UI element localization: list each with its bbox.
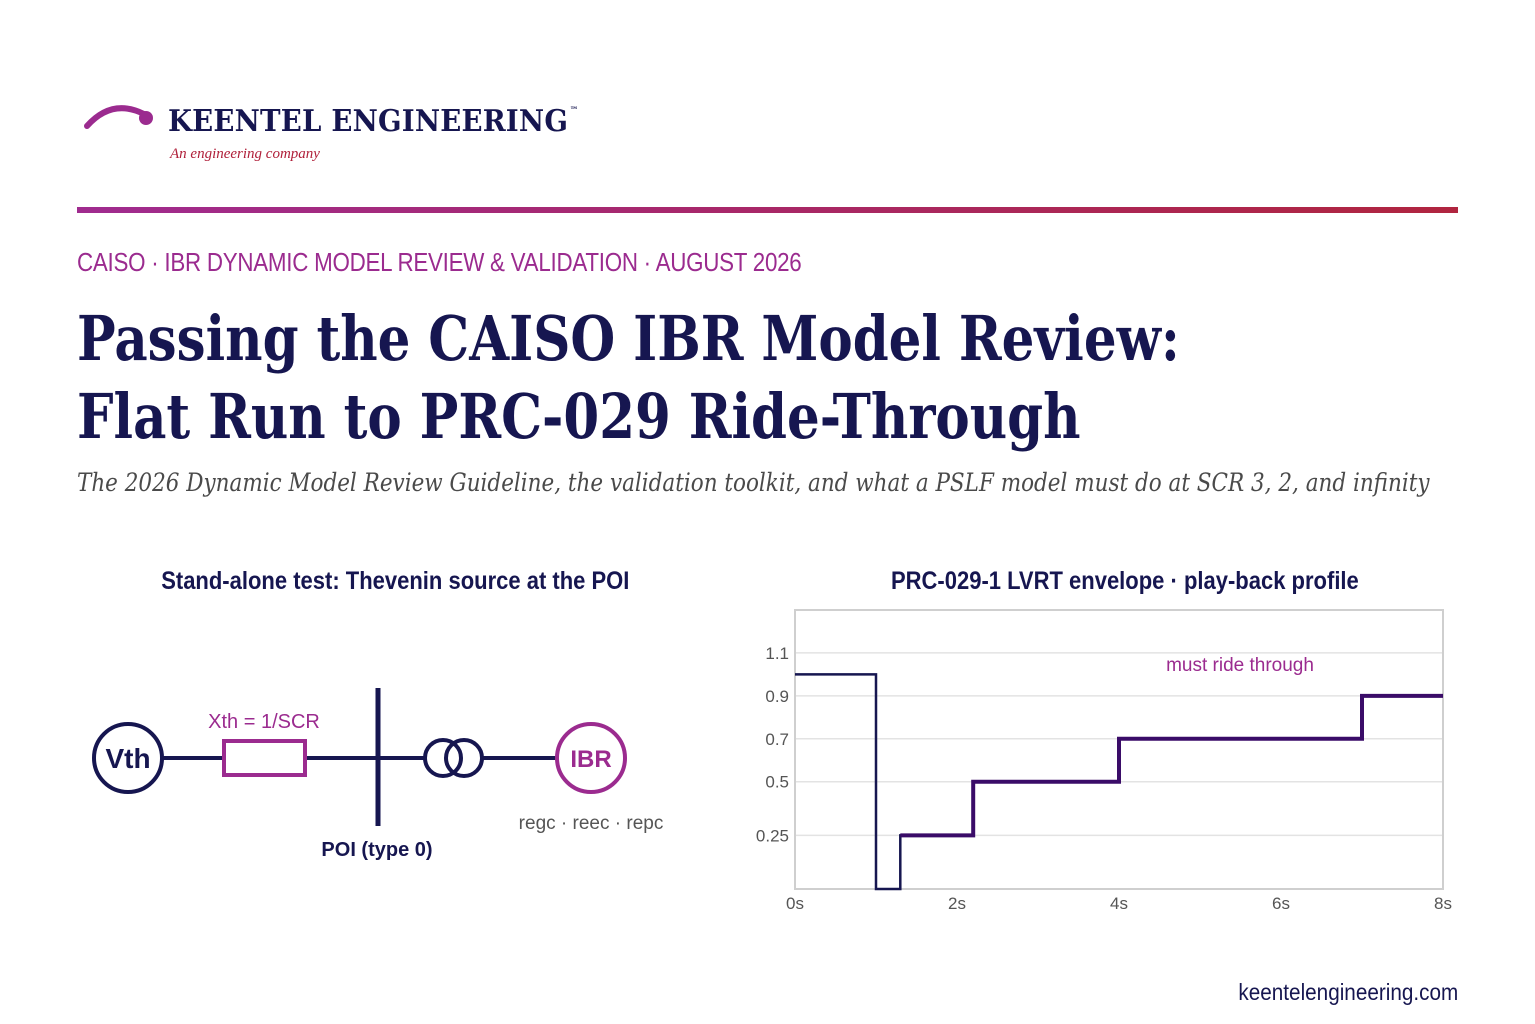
lvrt-chart: 0.25 0.5 0.7 0.9 1.1 0s 2s 4s 6s 8s must ride thr… [756,609,1452,913]
impedance-resistor-icon [222,739,307,777]
y-tick-label: 0.9 [765,687,789,706]
brand-tagline: An engineering company [170,146,320,162]
x-tick-label: 2s [948,894,966,913]
x-tick-label: 6s [1272,894,1290,913]
impedance-label: Xth = 1/SCR [208,711,320,733]
source-label: Vth [105,743,150,774]
ibr-label: IBR [570,746,611,773]
y-tick-label: 0.5 [765,773,789,792]
trademark-symbol: ™ [569,106,579,116]
transformer-icon [423,738,484,778]
ibr-models-label: regc · reec · repc [519,813,664,834]
header-rule [77,207,1458,213]
y-tick-label: 0.7 [765,730,789,749]
ibr-source-icon [555,722,627,794]
bus-label: POI (type 0) [321,839,432,861]
diagram-title: Stand-alone test: Thevenin source at the… [161,567,630,595]
plot-frame [794,609,1444,890]
thevenin-source-icon [92,722,164,794]
envelope-line [900,693,1443,838]
brand-name-text: KEENTEL ENGINEERING [168,104,569,139]
thevenin-diagram: Vth Xth = 1/SCR POI (type 0) IBR regc · … [92,688,664,861]
arc-arrow-logo-icon [84,105,153,129]
y-tick-label: 0.25 [756,826,789,845]
x-tick-label: 0s [786,894,804,913]
headline: Passing the CAISO IBR Model Review: Flat… [77,300,1180,456]
x-tick-label: 4s [1110,894,1128,913]
brand-name: KEENTEL ENGINEERING ™ [168,104,578,139]
subhead: The 2026 Dynamic Model Review Guideline,… [77,468,1430,497]
headline-line-2: Flat Run to PRC-029 Ride-Through [77,380,1081,453]
chart-title: PRC-029-1 LVRT envelope · play-back prof… [890,567,1359,595]
headline-line-1: Passing the CAISO IBR Model Review: [77,302,1180,375]
kicker: CAISO · IBR DYNAMIC MODEL REVIEW & VALID… [77,247,802,277]
footer-url[interactable]: keentelengineering.com [1238,979,1458,1005]
y-tick-label: 1.1 [765,644,789,663]
chart-annotation: must ride through [1166,655,1314,676]
x-tick-label: 8s [1434,894,1452,913]
